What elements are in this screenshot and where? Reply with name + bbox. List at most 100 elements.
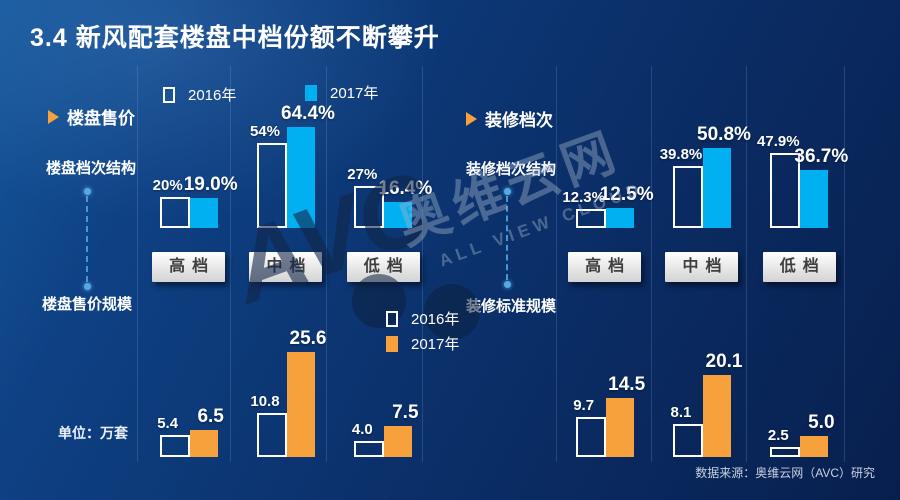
category-cell: 高档 <box>140 252 237 282</box>
bar-value-2017年: 64.4% <box>281 103 335 124</box>
bar-2016年-高档 <box>575 417 606 457</box>
bar-2016年-高档 <box>159 197 190 228</box>
bar-value-2016年: 2.5 <box>767 427 789 444</box>
bar-2017年-高档 <box>605 398 634 457</box>
category-row: 高档 中档 低档 <box>556 252 848 282</box>
bar-value-2017年: 20.1 <box>705 351 743 372</box>
bar-wrap: 12.5% <box>600 184 654 228</box>
bar-value-2017年: 25.6 <box>289 328 327 349</box>
bar-wrap: 20.1 <box>702 351 742 457</box>
category-label-低档: 低档 <box>346 252 420 282</box>
bar-2017年-低档 <box>800 436 829 457</box>
legend-label: 2017年 <box>330 85 379 102</box>
column-divider <box>556 66 557 462</box>
unit-label: 单位：万套 <box>58 425 128 441</box>
category-cell: 中档 <box>653 252 750 282</box>
bar-wrap: 27% <box>347 166 385 228</box>
legend-label: 2017年 <box>411 336 460 353</box>
bar-group-中档: 10.8 25.6 <box>237 328 334 457</box>
bar-value-2017年: 16.4% <box>378 178 433 199</box>
bar-wrap: 54% <box>250 123 287 228</box>
legend-item-2017-top: 2017年 <box>305 82 378 103</box>
column-divider <box>746 66 747 462</box>
bar-2016年-中档 <box>256 143 287 228</box>
category-label-高档: 高档 <box>152 252 226 282</box>
bar-value-2017年: 5.0 <box>808 412 835 433</box>
section-title-price-label: 楼盘售价 <box>67 109 135 128</box>
legend-item-2016-bottom: 2016年 <box>386 308 459 329</box>
bar-wrap: 16.4% <box>378 178 432 228</box>
bar-group-高档: 12.3% 12.5% <box>556 82 654 228</box>
bar-wrap: 64.4% <box>281 103 335 228</box>
legend-item-2017-bottom: 2017年 <box>386 333 459 354</box>
chart-decoration-scale: 9.7 14.5 8.1 20.1 2.5 5.0 <box>556 330 848 457</box>
bar-2016年-低档 <box>354 441 385 457</box>
bar-wrap: 6.5 <box>189 406 224 457</box>
bar-value-2016年: 54% <box>249 123 280 140</box>
bar-2017年-高档 <box>605 208 634 228</box>
bar-2016年-低档 <box>770 447 801 457</box>
bar-value-2016年: 10.8 <box>250 393 280 410</box>
section-title-decoration-label: 装修档次 <box>485 111 553 130</box>
bar-value-2016年: 8.1 <box>670 404 692 421</box>
bar-wrap: 12.3% <box>562 189 606 228</box>
plot-area: 9.7 14.5 8.1 20.1 2.5 5.0 <box>556 330 848 457</box>
category-label-中档: 中档 <box>665 252 739 282</box>
bar-value-2016年: 12.3% <box>562 189 605 206</box>
bar-value-2016年: 20% <box>152 177 183 194</box>
label-decoration-structure: 装修档次结构 <box>466 161 557 178</box>
bar-group-高档: 5.4 6.5 <box>140 330 237 457</box>
bar-value-2017年: 7.5 <box>392 402 419 423</box>
column-divider <box>422 66 423 462</box>
bar-value-2016年: 27% <box>347 166 378 183</box>
column-divider <box>230 66 231 462</box>
bar-value-2016年: 39.8% <box>659 146 703 163</box>
bar-wrap: 50.8% <box>697 124 751 228</box>
bar-value-2017年: 6.5 <box>197 406 224 427</box>
plot-area: 5.4 6.5 10.8 25.6 4.0 7.5 <box>140 328 432 457</box>
data-source: 数据来源：奥维云网（AVC）研究 <box>695 466 875 480</box>
section-title-price: 楼盘售价 <box>48 104 135 129</box>
category-cell: 中档 <box>237 252 334 282</box>
label-price-scale: 楼盘售价规模 <box>42 296 133 313</box>
legend-swatch-2017-icon <box>386 335 398 352</box>
bar-wrap: 36.7% <box>794 146 848 228</box>
bar-wrap: 25.6 <box>286 328 326 457</box>
bar-group-中档: 8.1 20.1 <box>653 330 750 457</box>
bar-wrap: 2.5 <box>767 427 801 457</box>
bar-group-中档: 54% 64.4% <box>237 82 335 228</box>
bar-value-2016年: 9.7 <box>573 397 595 414</box>
legend-swatch-2017-icon <box>305 84 317 101</box>
bar-2016年-高档 <box>159 435 190 457</box>
triangle-bullet-icon <box>466 111 477 126</box>
category-row: 高档 中档 低档 <box>140 252 432 282</box>
category-cell: 高档 <box>556 252 653 282</box>
category-label-中档: 中档 <box>249 252 323 282</box>
category-label-高档: 高档 <box>568 252 642 282</box>
chart-price-structure: 20% 19.0% 54% 64.4% 27% 16.4% 高档 中档 低档 <box>140 82 432 282</box>
legend-swatch-2016-icon <box>386 310 398 327</box>
bar-value-2017年: 12.5% <box>599 184 654 205</box>
bar-value-2017年: 19.0% <box>183 174 238 195</box>
bar-2016年-中档 <box>672 424 703 457</box>
bar-wrap: 47.9% <box>757 133 801 228</box>
category-cell: 低档 <box>751 252 848 282</box>
bar-2017年-低档 <box>384 426 413 457</box>
bar-wrap: 10.8 <box>250 393 287 457</box>
category-label-低档: 低档 <box>762 252 836 282</box>
bar-wrap: 4.0 <box>352 421 385 457</box>
bar-value-2017年: 36.7% <box>794 146 849 167</box>
triangle-bullet-icon <box>48 109 59 124</box>
page-title: 3.4 新风配套楼盘中档份额不断攀升 <box>30 24 440 52</box>
bar-2017年-中档 <box>702 148 731 228</box>
bar-wrap: 14.5 <box>605 374 645 457</box>
legend-label: 2016年 <box>411 311 460 328</box>
bar-2016年-高档 <box>575 209 606 228</box>
category-cell: 低档 <box>335 252 432 282</box>
bar-2017年-中档 <box>286 352 315 457</box>
label-price-structure: 楼盘档次结构 <box>46 160 137 177</box>
bar-wrap: 20% <box>153 177 190 228</box>
column-divider <box>326 66 327 462</box>
bar-wrap: 5.4 <box>157 415 190 457</box>
bar-wrap: 9.7 <box>573 397 606 457</box>
